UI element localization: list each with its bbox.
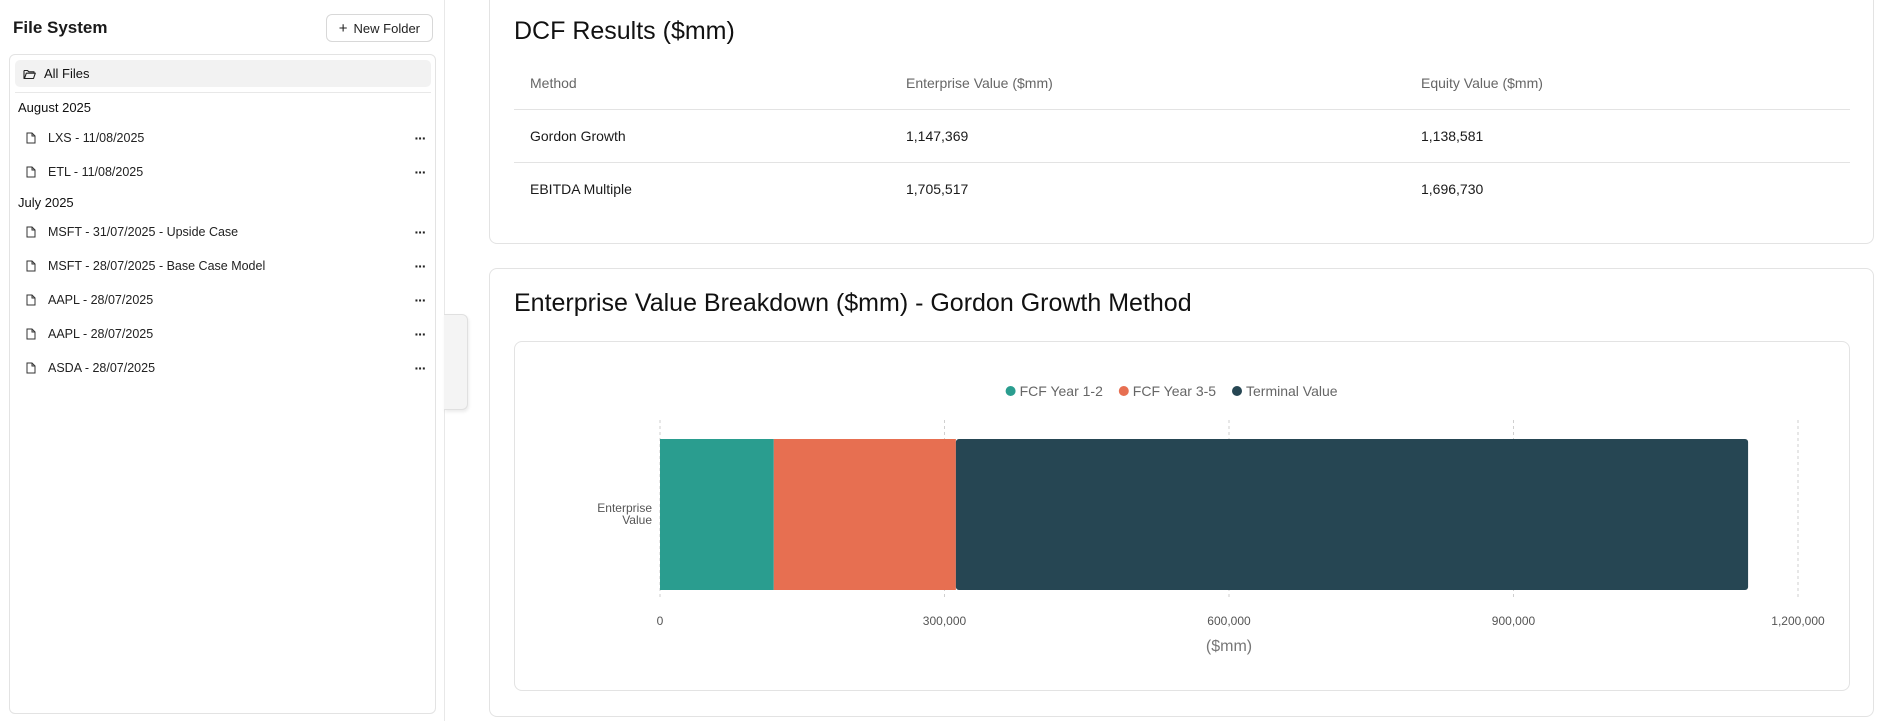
more-options-icon[interactable]: ··· [414, 164, 427, 180]
group-label-july-2025: July 2025 [18, 195, 74, 210]
file-label: AAPL - 28/07/2025 [48, 327, 154, 341]
more-options-icon[interactable]: ··· [414, 258, 427, 274]
more-options-icon[interactable]: ··· [414, 130, 427, 146]
file-tree-panel: All Files August 2025 LXS - 11/08/2025 ·… [9, 54, 436, 714]
new-folder-button[interactable]: + New Folder [325, 14, 433, 42]
ev-breakdown-chart: 0 300,000 600,000 900,000 1,200,000 Enterpris… [514, 341, 1850, 691]
cell-equity-value: 1,138,581 [1405, 109, 1850, 163]
cell-method: Gordon Growth [514, 109, 890, 163]
bar-segment [660, 439, 774, 590]
file-icon [26, 226, 40, 238]
x-tick-label: 600,000 [1207, 614, 1251, 628]
y-category-label: Enterprise [597, 501, 652, 515]
sidebar-collapse-handle[interactable] [444, 314, 468, 410]
table-row: EBITDA Multiple 1,705,517 1,696,730 [514, 162, 1850, 215]
file-label: AAPL - 28/07/2025 [48, 293, 154, 307]
file-item[interactable]: ETL - 11/08/2025 ··· [26, 160, 430, 184]
all-files-label: All Files [44, 66, 90, 81]
bar-segment [773, 439, 956, 590]
table-header-row: Method Enterprise Value ($mm) Equity Val… [514, 57, 1850, 110]
file-label: LXS - 11/08/2025 [48, 131, 145, 145]
more-options-icon[interactable]: ··· [414, 292, 427, 308]
legend-label: FCF Year 3-5 [1133, 383, 1216, 399]
legend-marker [1118, 386, 1129, 396]
y-category-label: Value [622, 513, 652, 527]
cell-method: EBITDA Multiple [530, 180, 632, 197]
legend-marker [1005, 386, 1016, 396]
table-row: Gordon Growth 1,147,369 1,138,581 [514, 109, 1850, 163]
bar-segment [955, 439, 1749, 590]
legend-label: Terminal Value [1246, 383, 1338, 399]
file-icon [26, 328, 40, 340]
x-tick-label: 1,200,000 [1771, 614, 1825, 628]
more-options-icon[interactable]: ··· [414, 360, 427, 376]
folder-open-icon [23, 68, 36, 80]
column-header-equity-value: Equity Value ($mm) [1405, 57, 1850, 110]
x-tick-label: 0 [657, 614, 664, 628]
file-item[interactable]: AAPL - 28/07/2025 ··· [26, 288, 430, 312]
x-tick-label: 900,000 [1492, 614, 1536, 628]
x-axis-label: ($mm) [1206, 638, 1252, 655]
file-system-sidebar: File System + New Folder All Files Augus… [0, 0, 445, 721]
legend-label: FCF Year 1-2 [1020, 383, 1103, 399]
column-header-enterprise-value: Enterprise Value ($mm) [890, 57, 1405, 110]
file-item[interactable]: MSFT - 31/07/2025 - Upside Case ··· [26, 220, 430, 244]
file-icon [26, 294, 40, 306]
column-header-method: Method [514, 57, 890, 110]
file-label: MSFT - 31/07/2025 - Upside Case [48, 225, 239, 239]
cell-enterprise-value: 1,705,517 [906, 180, 969, 197]
file-item[interactable]: ASDA - 28/07/2025 ··· [26, 356, 430, 380]
file-item[interactable]: AAPL - 28/07/2025 ··· [26, 322, 430, 346]
file-item[interactable]: MSFT - 28/07/2025 - Base Case Model ··· [26, 254, 430, 278]
sidebar-header: File System + New Folder [13, 14, 433, 42]
x-tick-label: 300,000 [923, 614, 967, 628]
dcf-results-table: Method Enterprise Value ($mm) Equity Val… [514, 57, 1850, 215]
cell-equity-value: 1,696,730 [1421, 180, 1484, 197]
file-icon [26, 362, 40, 374]
group-label-august-2025: August 2025 [18, 100, 92, 115]
file-label: MSFT - 28/07/2025 - Base Case Model [48, 259, 266, 273]
file-item[interactable]: LXS - 11/08/2025 ··· [26, 126, 430, 150]
dcf-results-title: DCF Results ($mm) [514, 17, 735, 45]
file-icon [26, 166, 40, 178]
sidebar-title: File System [13, 18, 108, 37]
chart-svg: 0 300,000 600,000 900,000 1,200,000 Enterpris… [597, 383, 1825, 655]
file-label: ASDA - 28/07/2025 [48, 361, 156, 375]
cell-enterprise-value: 1,147,369 [890, 109, 1405, 163]
divider [15, 92, 431, 93]
file-icon [26, 132, 40, 144]
more-options-icon[interactable]: ··· [414, 224, 427, 240]
ev-breakdown-card: Enterprise Value Breakdown ($mm) - Gordo… [489, 268, 1874, 717]
file-icon [26, 260, 40, 272]
file-label: ETL - 11/08/2025 [48, 165, 144, 179]
more-options-icon[interactable]: ··· [414, 326, 427, 342]
legend-marker [1232, 386, 1242, 396]
dcf-results-card: DCF Results ($mm) Method Enterprise Valu… [489, 0, 1874, 244]
new-folder-label: New Folder [353, 20, 420, 36]
ev-breakdown-title: Enterprise Value Breakdown ($mm) - Gordo… [514, 289, 1192, 317]
plus-icon: + [338, 19, 348, 37]
all-files-item[interactable]: All Files [15, 60, 431, 87]
